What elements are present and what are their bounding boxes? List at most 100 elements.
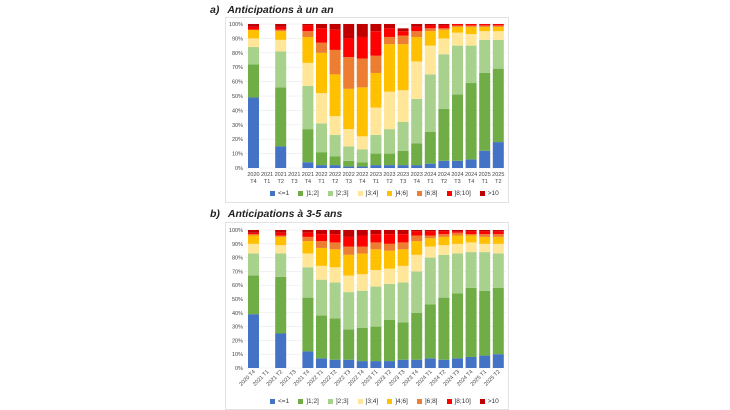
chart-b-bar-10 bbox=[438, 230, 450, 232]
chart-b-bar-8-10 bbox=[356, 235, 368, 247]
chart-b-bar-6-8 bbox=[275, 235, 287, 237]
chart-b-bar-6-8 bbox=[248, 234, 259, 236]
chart-a-xtick-quarter: T2 bbox=[495, 179, 501, 185]
chart-a-legend-item-4-6: ]4;6] bbox=[387, 190, 408, 197]
chart-b-bar-3-4 bbox=[465, 242, 477, 253]
chart-a-ytick-label: 10% bbox=[232, 152, 243, 158]
chart-a-bar-4-6 bbox=[356, 87, 368, 137]
chart-a-xtick-year: 2024 bbox=[438, 172, 450, 178]
chart-a-xtick-quarter: T4 bbox=[305, 179, 311, 185]
chart-b-bar-2-3 bbox=[356, 290, 368, 328]
chart-a-bar-8-10 bbox=[316, 28, 327, 43]
chart-a-xtick-quarter: T1 bbox=[264, 179, 270, 185]
chart-b-bar-8-10 bbox=[452, 231, 463, 233]
chart-a-bar-1-2 bbox=[479, 72, 491, 151]
chart-b-bar-8-10 bbox=[424, 231, 436, 236]
chart-b-bar-1 bbox=[248, 314, 259, 368]
chart-a-bar-4-6 bbox=[452, 26, 463, 33]
chart-a-bar-2-3 bbox=[302, 85, 314, 130]
chart-b-bar-4-6 bbox=[316, 247, 327, 266]
chart-a-bar-1 bbox=[316, 165, 327, 168]
chart-a-bar-6-8 bbox=[452, 25, 463, 27]
chart-a-xtick-quarter: T3 bbox=[400, 179, 406, 185]
chart-a-bar-2-3 bbox=[397, 121, 409, 151]
chart-b-bar-3-4 bbox=[329, 267, 341, 283]
chart-b-legend-label: ]4;6] bbox=[395, 398, 408, 405]
chart-a-bar-6-8 bbox=[343, 57, 355, 89]
chart-b-bar-1 bbox=[329, 359, 341, 368]
chart-b-bar-10 bbox=[411, 230, 423, 232]
chart-a-bar-1 bbox=[384, 165, 395, 168]
chart-a-xtick-quarter: T4 bbox=[359, 179, 365, 185]
chart-a-bar-2-3 bbox=[316, 123, 327, 153]
chart-b-bar-2-3 bbox=[465, 252, 477, 288]
chart-b-bar-3-4 bbox=[370, 270, 382, 287]
chart-b-bar-6-8 bbox=[329, 242, 341, 250]
chart-b-bar-1-2 bbox=[397, 322, 409, 360]
chart-a-bar-3-4 bbox=[397, 90, 409, 122]
chart-b-bar-2-3 bbox=[343, 292, 355, 330]
chart-b-legend-label: <=1 bbox=[278, 398, 290, 405]
chart-b-ytick-label: 100% bbox=[229, 228, 243, 234]
chart-b-bar-2-3 bbox=[424, 257, 436, 305]
chart-a-bar-6-8 bbox=[302, 31, 314, 37]
chart-a-bar-3-4 bbox=[302, 62, 314, 86]
chart-a-bar-3-4 bbox=[370, 107, 382, 135]
chart-a-bar-6-8 bbox=[438, 28, 450, 30]
chart-b-bar-3-4 bbox=[397, 265, 409, 283]
chart-a-bar-3-4 bbox=[492, 31, 504, 40]
chart-a-bar-4-6 bbox=[248, 29, 259, 39]
chart-a-bar-3-4 bbox=[384, 91, 395, 130]
chart-b-bar-6-8 bbox=[302, 236, 314, 242]
chart-a-xtick-quarter: T4 bbox=[413, 179, 419, 185]
chart-b-bar-2-3 bbox=[452, 253, 463, 294]
chart-b-bar-8-10 bbox=[479, 231, 491, 235]
chart-b-bar-8-10 bbox=[465, 231, 477, 235]
chart-a-bar-8-10 bbox=[370, 31, 382, 56]
chart-b-legend-label: >10 bbox=[487, 398, 499, 405]
chart-a-legend-swatch bbox=[446, 191, 452, 196]
chart-b-legend-swatch bbox=[479, 399, 485, 404]
chart-b-bar-10 bbox=[356, 230, 368, 236]
chart-b-bar-10 bbox=[370, 230, 382, 235]
chart-b-bar-4-6 bbox=[452, 235, 463, 244]
chart-a-title-text: Anticipations à un an bbox=[227, 4, 334, 16]
chart-a-legend-label: ]8;10] bbox=[454, 190, 471, 197]
chart-a-bar-8-10 bbox=[397, 31, 409, 36]
chart-b-bar-3-4 bbox=[411, 254, 423, 272]
chart-a-ytick-label: 50% bbox=[232, 94, 243, 100]
chart-a-bar-2-3 bbox=[248, 47, 259, 65]
chart-a-bar-1 bbox=[370, 165, 382, 168]
chart-a-legend-label: ]1;2] bbox=[306, 190, 319, 197]
chart-b-ytick-label: 0% bbox=[235, 366, 243, 372]
chart-a-xtick-quarter: T2 bbox=[332, 179, 338, 185]
chart-a-legend-item-1: <=1 bbox=[270, 190, 289, 197]
chart-b-legend-swatch bbox=[387, 399, 393, 404]
chart-b-bar-4-6 bbox=[492, 236, 504, 244]
chart-a-bar-4-6 bbox=[370, 72, 382, 108]
chart-a-bar-6-8 bbox=[424, 28, 436, 32]
chart-a-legend-item-6-8: ]6;8] bbox=[416, 190, 438, 197]
chart-a-bar-3-4 bbox=[438, 38, 450, 55]
chart-b-bar-8-10 bbox=[248, 232, 259, 235]
chart-a-bar-1-2 bbox=[397, 150, 409, 166]
chart-b-bar-10 bbox=[316, 230, 327, 235]
chart-b-bar-8-10 bbox=[275, 232, 287, 236]
chart-b-bar-2-3 bbox=[275, 253, 287, 277]
chart-b-bar-2-3 bbox=[248, 253, 259, 276]
chart-b-bar-8-10 bbox=[302, 232, 314, 237]
chart-b-bar-2-3 bbox=[384, 283, 395, 320]
chart-b-bar-1-2 bbox=[479, 290, 491, 356]
chart-a-ytick-label: 70% bbox=[232, 65, 243, 71]
chart-a-bar-4-6 bbox=[438, 29, 450, 39]
chart-a-bar-3-4 bbox=[465, 34, 477, 46]
chart-a-bar-2-3 bbox=[452, 45, 463, 95]
chart-a-bar-1 bbox=[479, 150, 491, 168]
chart-b-bar-2-3 bbox=[370, 286, 382, 327]
chart-a-bar-6-8 bbox=[275, 29, 287, 32]
chart-a-bar-6-8 bbox=[492, 25, 504, 27]
chart-b-legend-swatch bbox=[446, 399, 452, 404]
chart-b-ytick-label: 30% bbox=[232, 325, 243, 331]
chart-a-xtick-quarter: T2 bbox=[441, 179, 447, 185]
chart-a-xtick-quarter: T1 bbox=[427, 179, 433, 185]
